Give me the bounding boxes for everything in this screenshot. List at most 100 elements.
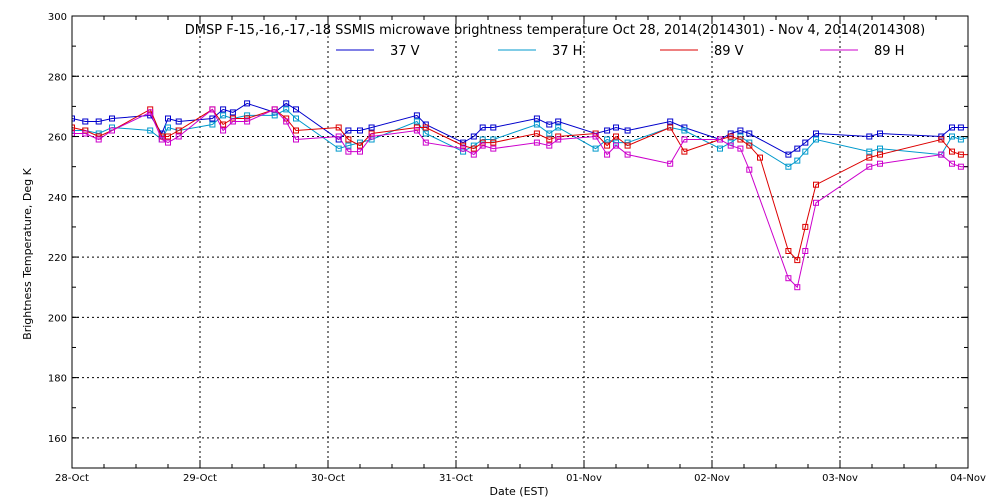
data-point bbox=[470, 133, 477, 140]
data-point bbox=[995, 134, 1000, 139]
data-point bbox=[613, 142, 619, 149]
legend: 37 V 37 H 89 V 89 H bbox=[336, 44, 904, 59]
data-point bbox=[147, 109, 154, 116]
x-tick-label: 28-Oct bbox=[55, 473, 89, 484]
data-point bbox=[604, 136, 611, 143]
x-tick-label: 01-Nov bbox=[566, 473, 602, 484]
data-point bbox=[877, 130, 883, 137]
data-point bbox=[229, 109, 236, 116]
y-tick-label: 220 bbox=[48, 253, 67, 264]
data-point bbox=[957, 163, 964, 170]
data-point bbox=[667, 160, 674, 167]
data-point bbox=[209, 121, 216, 128]
data-point bbox=[737, 136, 744, 143]
data-point bbox=[82, 130, 89, 137]
data-point bbox=[165, 124, 171, 131]
data-point bbox=[546, 130, 553, 137]
data-point bbox=[271, 112, 278, 119]
data-point bbox=[82, 118, 89, 125]
data-point bbox=[357, 142, 363, 149]
data-point bbox=[345, 127, 352, 134]
data-point bbox=[293, 106, 299, 113]
data-point bbox=[681, 127, 688, 134]
series-line bbox=[72, 108, 968, 289]
data-point bbox=[283, 106, 290, 113]
data-point bbox=[220, 106, 227, 113]
x-axis-title: Date (EST) bbox=[489, 485, 548, 498]
data-point bbox=[969, 152, 974, 157]
data-point bbox=[794, 145, 801, 152]
data-point bbox=[681, 136, 688, 143]
data-point bbox=[158, 136, 165, 143]
chart-title: DMSP F-15,-16,-17,-18 SSMIS microwave br… bbox=[185, 23, 925, 38]
data-point bbox=[757, 154, 763, 161]
data-point bbox=[592, 145, 599, 152]
y-tick-label: 200 bbox=[48, 313, 67, 324]
data-point bbox=[175, 127, 182, 134]
data-point bbox=[746, 142, 753, 149]
data-point bbox=[283, 100, 290, 107]
data-point bbox=[357, 127, 363, 134]
data-point bbox=[335, 124, 342, 131]
data-point bbox=[422, 139, 429, 146]
data-point bbox=[229, 118, 236, 125]
data-point bbox=[802, 223, 809, 230]
data-point bbox=[479, 124, 486, 131]
data-point bbox=[95, 118, 102, 125]
data-point bbox=[877, 160, 883, 167]
data-point bbox=[422, 124, 429, 131]
data-point bbox=[746, 166, 753, 173]
y-tick-label: 300 bbox=[48, 12, 67, 23]
data-point bbox=[794, 157, 801, 164]
data-point bbox=[785, 248, 792, 254]
plot-area bbox=[72, 100, 1000, 291]
data-point bbox=[413, 118, 420, 125]
data-point bbox=[490, 139, 497, 146]
x-tick-label: 30-Oct bbox=[311, 473, 345, 484]
data-point bbox=[592, 133, 599, 140]
data-point bbox=[109, 127, 115, 134]
data-point bbox=[604, 151, 611, 158]
data-point bbox=[785, 275, 792, 282]
data-point bbox=[866, 133, 873, 140]
legend-label: 37 H bbox=[552, 44, 582, 59]
data-point bbox=[995, 149, 1000, 154]
data-point bbox=[969, 134, 974, 139]
data-point bbox=[727, 142, 734, 149]
y-tick-label: 280 bbox=[48, 72, 67, 83]
series-line bbox=[72, 108, 968, 168]
data-point bbox=[624, 142, 631, 149]
data-point bbox=[271, 106, 278, 113]
legend-label: 37 V bbox=[390, 44, 420, 59]
data-point bbox=[555, 118, 562, 125]
data-point bbox=[813, 181, 819, 188]
data-point bbox=[604, 127, 611, 134]
data-point bbox=[667, 124, 674, 131]
x-tick-label: 29-Oct bbox=[183, 473, 217, 484]
data-point bbox=[555, 124, 562, 131]
data-point bbox=[746, 130, 753, 137]
data-point bbox=[533, 130, 540, 137]
data-point bbox=[490, 124, 497, 131]
data-point bbox=[479, 136, 486, 143]
data-point bbox=[470, 145, 477, 152]
data-point bbox=[490, 145, 497, 152]
data-point bbox=[949, 133, 955, 140]
data-point bbox=[969, 125, 974, 130]
data-point bbox=[877, 151, 883, 158]
data-point bbox=[717, 136, 723, 143]
legend-label: 89 H bbox=[874, 44, 904, 59]
data-point bbox=[613, 124, 619, 131]
data-point bbox=[667, 118, 674, 125]
data-point bbox=[938, 151, 945, 158]
data-point bbox=[802, 148, 809, 155]
y-axis-title: Brightness Temperature, Deg K bbox=[21, 167, 34, 339]
data-point bbox=[546, 142, 553, 149]
data-point bbox=[949, 124, 955, 131]
series-89-v bbox=[72, 106, 974, 264]
data-point bbox=[335, 133, 342, 140]
data-point bbox=[165, 139, 171, 146]
y-tick-label: 240 bbox=[48, 193, 67, 204]
x-tick-label: 03-Nov bbox=[822, 473, 858, 484]
data-point bbox=[546, 121, 553, 128]
